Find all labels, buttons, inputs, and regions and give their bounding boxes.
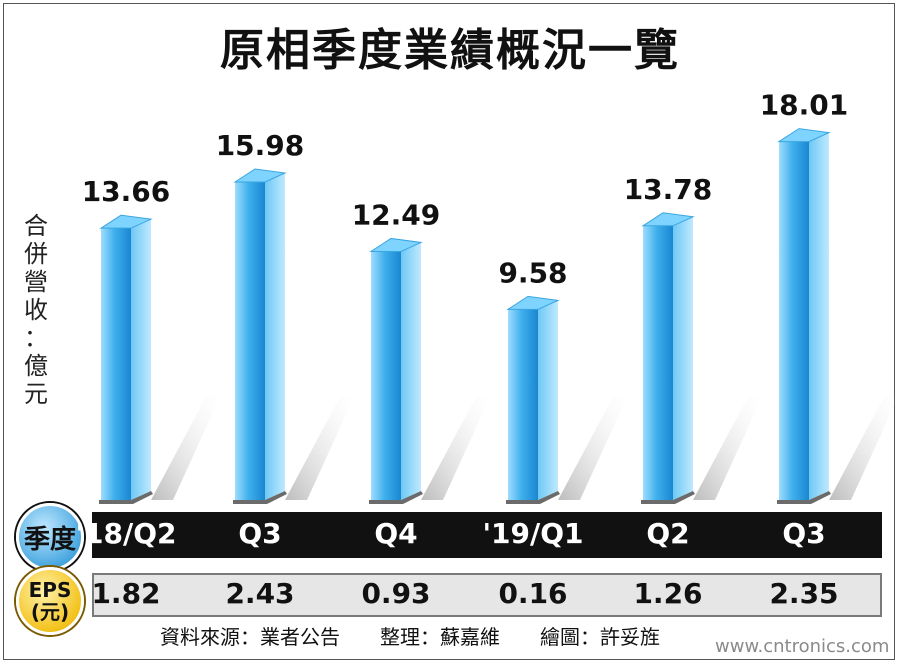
bar-shadow (285, 395, 355, 500)
data-label: 9.58 (498, 256, 567, 289)
bar-top (233, 168, 287, 183)
bar-base (369, 491, 423, 504)
bar-shadow (421, 395, 491, 500)
bar-side (265, 172, 285, 501)
bar (101, 228, 131, 500)
data-label: 12.49 (352, 198, 441, 231)
season-cell: '18/Q2 (75, 517, 177, 550)
data-label: 13.78 (624, 173, 713, 206)
eps-badge-line2: (元) (30, 600, 70, 624)
bar-base (233, 491, 287, 504)
bar-shadow (693, 395, 763, 500)
bar-base (99, 491, 153, 504)
eps-cell: 2.43 (225, 577, 295, 610)
eps-cell: 0.93 (361, 577, 431, 610)
eps-badge-line1: EPS (28, 578, 72, 602)
bar-side (673, 216, 693, 500)
eps-badge: EPS (元) (16, 567, 84, 635)
chart-frame (3, 3, 895, 660)
bar-side (809, 132, 829, 500)
ylabel-char: 合 (24, 212, 48, 240)
bar-base (641, 491, 695, 504)
ylabel-char: 收 (24, 296, 48, 324)
season-row (92, 512, 882, 558)
ylabel-char: ： (24, 324, 48, 352)
bar-top (369, 237, 423, 252)
ylabel-char: 億 (24, 352, 48, 380)
bar-base (777, 491, 831, 504)
bar (235, 181, 265, 501)
eps-cell: 1.26 (633, 577, 703, 610)
bar (779, 141, 809, 500)
chart-title: 原相季度業績概況一覽 (220, 25, 680, 76)
data-label: 15.98 (216, 129, 305, 162)
eps-cell: 0.16 (498, 577, 568, 610)
season-cell: '19/Q1 (482, 517, 584, 550)
data-label: 18.01 (760, 89, 849, 122)
bar-top (777, 128, 831, 143)
bar-shadow (151, 395, 221, 500)
bar-top (506, 295, 560, 310)
bar-top (641, 212, 695, 227)
season-cell: Q3 (782, 517, 826, 550)
ylabel-char: 元 (24, 380, 48, 408)
bar (371, 251, 401, 500)
season-cell: Q2 (646, 517, 690, 550)
bar-shadow (829, 395, 899, 500)
data-label: 13.66 (82, 175, 171, 208)
bar (643, 225, 673, 500)
season-cell: Q3 (238, 517, 282, 550)
eps-cell: 2.35 (769, 577, 839, 610)
bar-shadow (558, 395, 628, 500)
bar-base (506, 491, 560, 504)
bar-side (401, 242, 421, 500)
ylabel-char: 營 (24, 268, 48, 296)
source-note: 資料來源：業者公告 整理：蘇嘉維 繪圖：許妥旌 (160, 625, 660, 649)
season-badge: 季度 (16, 503, 84, 571)
watermark: www.cntronics.com (715, 636, 890, 657)
season-cell: Q4 (374, 517, 418, 550)
bar-side (538, 300, 558, 500)
ylabel-char: 併 (24, 240, 48, 268)
bar (508, 309, 538, 500)
bar-side (131, 219, 151, 500)
eps-cell: 1.82 (91, 577, 161, 610)
y-axis-label: 合 併 營 收 ： 億 元 (18, 212, 54, 408)
eps-row (92, 573, 882, 617)
bar-top (99, 214, 153, 229)
